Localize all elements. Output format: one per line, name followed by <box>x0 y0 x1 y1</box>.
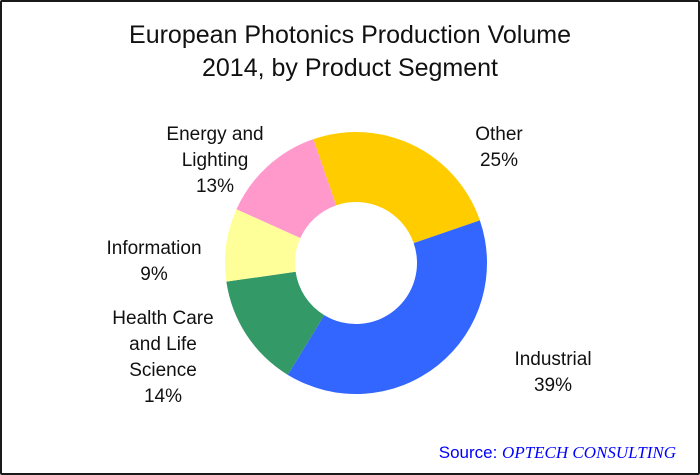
slice-label-health-care-and-life-science: Health Care and Life Science 14% <box>112 308 214 407</box>
source-attribution: Source: OPTECH CONSULTING <box>439 443 676 463</box>
slice-label-energy-and-lighting: Energy and Lighting 13% <box>166 124 264 197</box>
pie-slice-energy-and-lighting <box>236 139 337 238</box>
source-name: OPTECH CONSULTING <box>502 443 676 462</box>
pie-slice-industrial <box>287 220 487 395</box>
pie-slice-other <box>313 132 480 244</box>
pie-slice-health-care-and-life-science <box>226 271 325 375</box>
slice-label-other: Other 25% <box>475 124 523 171</box>
slice-label-industrial: Industrial 39% <box>514 349 592 396</box>
source-prefix: Source: <box>438 443 503 462</box>
chart-title: European Photonics Production Volume 201… <box>129 21 571 82</box>
slice-label-information: Information 9% <box>106 238 202 285</box>
pie-slice-information <box>225 209 301 282</box>
